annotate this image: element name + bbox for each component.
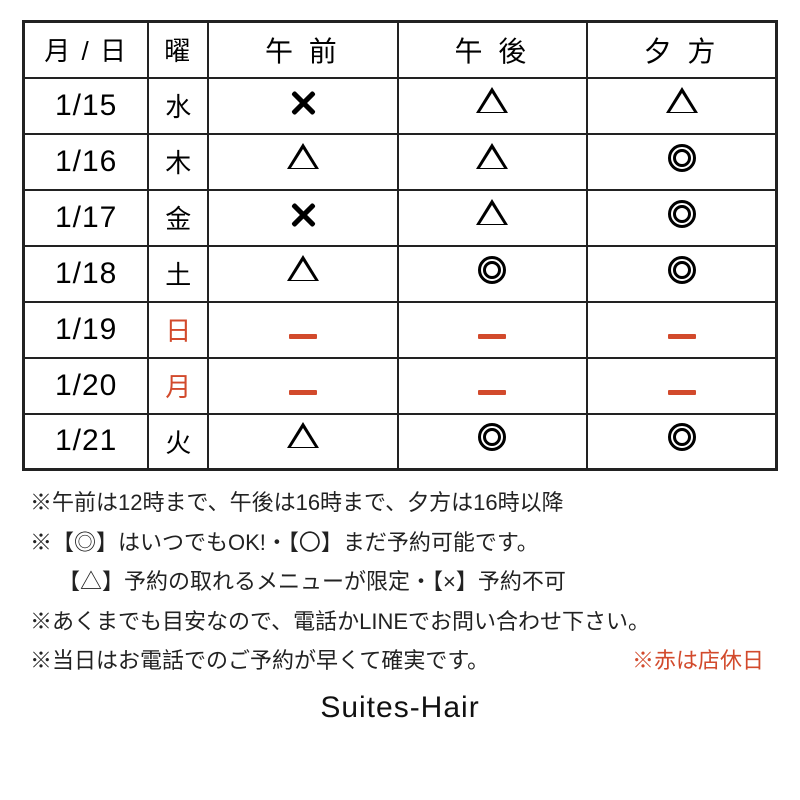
cell-date: 1/15 <box>24 78 149 134</box>
note-legend-1: ※【◎】はいつでもOK!・【〇】まだ予約可能です。 <box>30 523 770 563</box>
cell-pm <box>398 190 587 246</box>
header-am: 午 前 <box>208 22 397 78</box>
limited-icon <box>287 257 319 283</box>
closed-icon <box>478 334 506 339</box>
cell-am <box>208 414 397 470</box>
available-icon <box>668 256 696 284</box>
available-icon <box>478 256 506 284</box>
header-eve: 夕 方 <box>587 22 776 78</box>
cell-dow: 日 <box>148 302 208 358</box>
cell-eve <box>587 134 776 190</box>
cell-eve <box>587 302 776 358</box>
available-icon <box>668 144 696 172</box>
note-sameday: ※当日はお電話でのご予約が早くて確実です。 <box>30 648 489 673</box>
cell-am <box>208 302 397 358</box>
table-row: 1/21火 <box>24 414 777 470</box>
limited-icon <box>476 145 508 171</box>
notes-section: ※午前は12時まで、午後は16時まで、夕方は16時以降 ※【◎】はいつでもOK!… <box>22 483 778 681</box>
cell-dow: 水 <box>148 78 208 134</box>
cell-dow: 木 <box>148 134 208 190</box>
note-legend-2: 【△】予約の取れるメニューが限定・【×】予約不可 <box>30 562 770 602</box>
cell-eve <box>587 190 776 246</box>
header-date: 月 / 日 <box>24 22 149 78</box>
available-icon <box>668 200 696 228</box>
limited-icon <box>476 201 508 227</box>
brand-name: Suites-Hair <box>22 691 778 725</box>
header-dow: 曜 <box>148 22 208 78</box>
cell-dow: 月 <box>148 358 208 414</box>
cell-am <box>208 358 397 414</box>
table-row: 1/19日 <box>24 302 777 358</box>
closed-icon <box>289 390 317 395</box>
cell-date: 1/21 <box>24 414 149 470</box>
cell-am <box>208 246 397 302</box>
limited-icon <box>287 145 319 171</box>
cell-eve <box>587 414 776 470</box>
note-contact: ※あくまでも目安なので、電話かLINEでお問い合わせ下さい。 <box>30 602 770 642</box>
cell-dow: 火 <box>148 414 208 470</box>
cell-pm <box>398 246 587 302</box>
table-header-row: 月 / 日 曜 午 前 午 後 夕 方 <box>24 22 777 78</box>
table-row: 1/18土 <box>24 246 777 302</box>
cell-eve <box>587 246 776 302</box>
cell-date: 1/19 <box>24 302 149 358</box>
limited-icon <box>666 89 698 115</box>
cell-date: 1/18 <box>24 246 149 302</box>
table-row: 1/17金 <box>24 190 777 246</box>
cell-pm <box>398 414 587 470</box>
unavailable-icon <box>291 91 315 115</box>
closed-icon <box>289 334 317 339</box>
available-icon <box>668 423 696 451</box>
table-row: 1/15水 <box>24 78 777 134</box>
cell-pm <box>398 358 587 414</box>
closed-icon <box>668 390 696 395</box>
header-pm: 午 後 <box>398 22 587 78</box>
cell-pm <box>398 134 587 190</box>
cell-am <box>208 134 397 190</box>
closed-icon <box>478 390 506 395</box>
note-holiday: ※赤は店休日 <box>632 641 764 681</box>
table-row: 1/20月 <box>24 358 777 414</box>
cell-date: 1/20 <box>24 358 149 414</box>
limited-icon <box>476 89 508 115</box>
table-row: 1/16木 <box>24 134 777 190</box>
unavailable-icon <box>291 203 315 227</box>
available-icon <box>478 423 506 451</box>
cell-date: 1/17 <box>24 190 149 246</box>
cell-pm <box>398 78 587 134</box>
closed-icon <box>668 334 696 339</box>
cell-am <box>208 190 397 246</box>
cell-eve <box>587 78 776 134</box>
limited-icon <box>287 424 319 450</box>
note-sameday-row: ※当日はお電話でのご予約が早くて確実です。 ※赤は店休日 <box>30 641 770 681</box>
cell-am <box>208 78 397 134</box>
cell-dow: 土 <box>148 246 208 302</box>
cell-pm <box>398 302 587 358</box>
cell-dow: 金 <box>148 190 208 246</box>
cell-date: 1/16 <box>24 134 149 190</box>
availability-table: 月 / 日 曜 午 前 午 後 夕 方 1/15水1/16木1/17金1/18土… <box>22 20 778 471</box>
cell-eve <box>587 358 776 414</box>
note-hours: ※午前は12時まで、午後は16時まで、夕方は16時以降 <box>30 483 770 523</box>
